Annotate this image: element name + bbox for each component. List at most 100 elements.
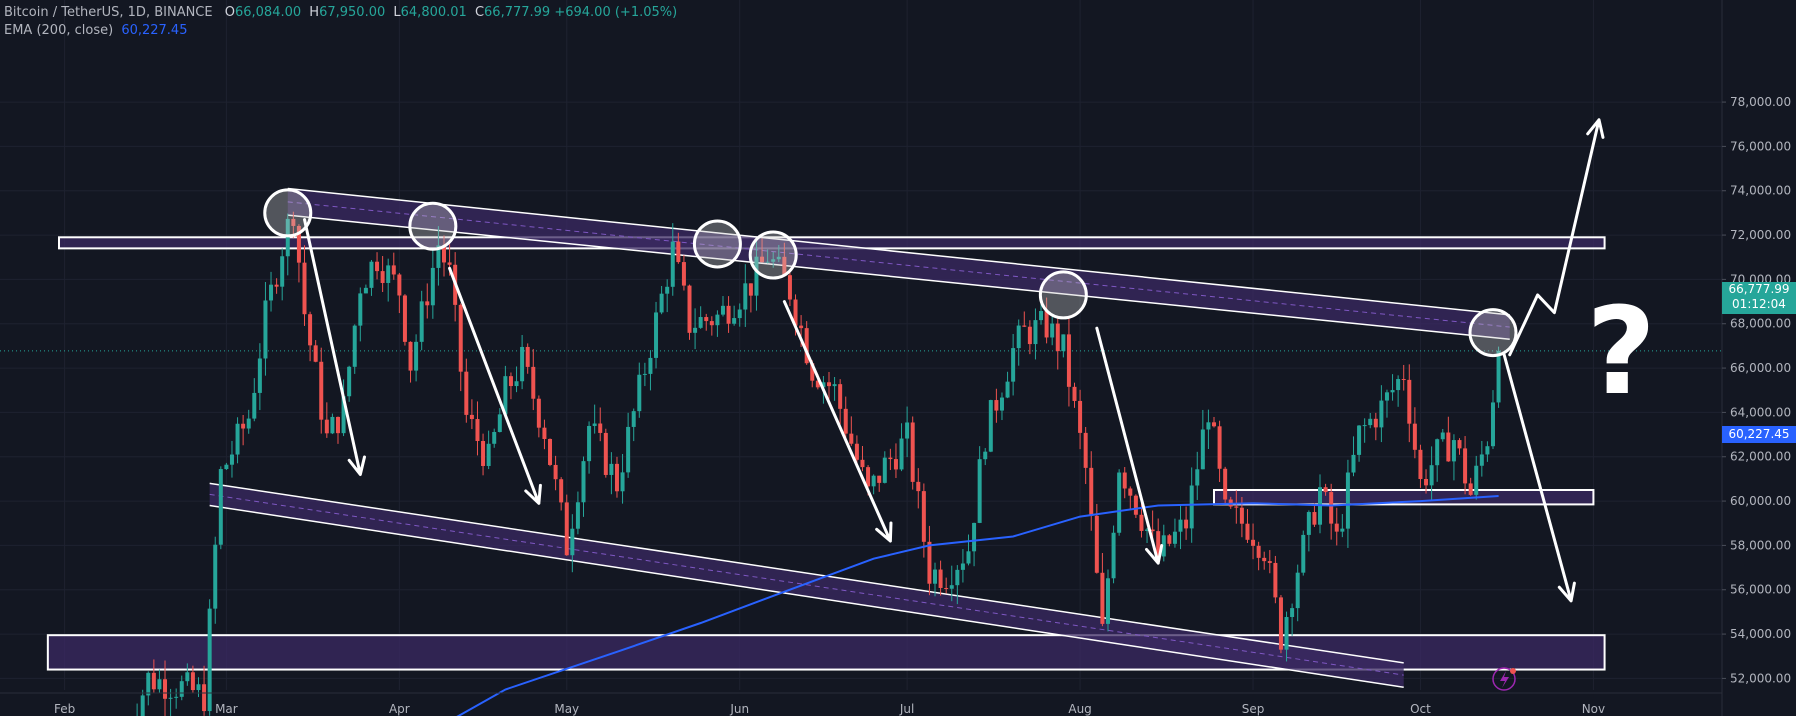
candle-body (313, 345, 318, 362)
candle-body (888, 457, 893, 460)
candle-body (1424, 479, 1429, 486)
ema-label[interactable]: EMA (200, close) (4, 23, 114, 38)
candle-body (687, 285, 692, 333)
lightning-icon[interactable] (1492, 667, 1516, 691)
candle-body (620, 472, 625, 492)
candle-body (575, 502, 580, 529)
candle-body (1245, 523, 1250, 540)
candle-body (603, 432, 608, 475)
candle-body (263, 300, 268, 359)
candle-body (1256, 545, 1261, 558)
candle-body (1251, 539, 1256, 546)
price-axis: 50,000.0052,000.0054,000.0056,000.0058,0… (1721, 0, 1791, 716)
candle-body (871, 475, 876, 487)
candle-body (1435, 439, 1440, 466)
x-tick-label: Aug (1068, 702, 1091, 716)
candle-body (743, 283, 748, 310)
candle-body (324, 419, 329, 434)
candle-body (972, 522, 977, 552)
y-tick-label: 58,000.00 (1730, 538, 1791, 552)
candle-body (1089, 467, 1094, 516)
high-value: 67,950.00 (319, 5, 386, 20)
candle-body (1278, 597, 1283, 650)
candle-body (765, 261, 770, 263)
candle-body (486, 443, 491, 466)
candle-body (330, 416, 335, 434)
candle-body (1133, 495, 1138, 515)
top-circle (1468, 308, 1518, 358)
candle-body (525, 346, 530, 367)
candle-body (458, 304, 463, 372)
candle-body (944, 587, 949, 589)
top-circle (263, 188, 313, 238)
y-tick-label: 72,000.00 (1730, 228, 1791, 242)
candlestick-series (136, 211, 1501, 716)
y-tick-label: 52,000.00 (1730, 671, 1791, 685)
candle-body (363, 287, 368, 294)
ema-price-tag: 60,227.45 (1722, 426, 1796, 443)
candle-body (1351, 454, 1356, 473)
candle-body (140, 695, 145, 716)
candle-body (1340, 528, 1345, 532)
candle-body (1451, 440, 1456, 462)
x-tick-label: Feb (54, 702, 75, 716)
candle-body (1234, 506, 1239, 508)
symbol-title[interactable]: Bitcoin / TetherUS, 1D, BINANCE (4, 5, 213, 20)
candle-body (447, 262, 452, 265)
candle-body (933, 569, 938, 584)
candle-body (157, 679, 162, 690)
candle-body (492, 431, 497, 444)
candle-body (1105, 578, 1110, 624)
x-tick-label: Mar (215, 702, 238, 716)
candle-body (1323, 487, 1328, 493)
candle-body (787, 275, 792, 300)
candle-body (1184, 519, 1189, 529)
candle-body (464, 371, 469, 415)
candle-body (352, 325, 357, 367)
candle-body (1016, 325, 1021, 349)
candle-body (955, 569, 960, 586)
candle-body (1156, 531, 1161, 557)
y-tick-label: 68,000.00 (1730, 317, 1791, 331)
candle-body (966, 551, 971, 564)
candle-body (905, 422, 910, 439)
candle-body (1027, 326, 1032, 345)
candle-body (257, 358, 262, 393)
candle-body (1396, 379, 1401, 391)
candle-body (1463, 448, 1468, 484)
candle-body (838, 384, 843, 409)
candle-body (497, 414, 502, 432)
down-arrow (448, 266, 542, 505)
channel-edge (209, 482, 1404, 664)
candle-body (542, 427, 547, 439)
y-tick-label: 64,000.00 (1730, 405, 1791, 419)
candle-body (637, 374, 642, 412)
down-arrow (303, 218, 366, 476)
candle-body (681, 262, 686, 286)
candle-body (503, 376, 508, 415)
candle-body (1145, 529, 1150, 531)
candle-body (726, 305, 731, 324)
candle-body (302, 262, 307, 315)
candle-body (1223, 468, 1228, 500)
candle-body (1022, 325, 1027, 327)
channel-edge (209, 504, 1404, 689)
candle-body (1055, 323, 1060, 352)
ema-value: 60,227.45 (121, 23, 188, 38)
candle-body (704, 317, 709, 322)
candle-body (626, 426, 631, 473)
down-arrow (1095, 326, 1164, 565)
candle-body (375, 261, 380, 272)
candle-body (693, 327, 698, 333)
last-price-tag: 66,777.99 01:12:04 (1722, 282, 1796, 314)
candle-body (548, 438, 553, 465)
candle-body (1094, 515, 1099, 573)
candle-body (1301, 534, 1306, 573)
low-value: 64,800.01 (400, 5, 467, 20)
x-tick-label: Jun (729, 702, 749, 716)
channel-band (287, 188, 1510, 340)
down-arrow (782, 300, 893, 543)
candle-body (347, 366, 352, 397)
channel-midline (209, 493, 1404, 676)
